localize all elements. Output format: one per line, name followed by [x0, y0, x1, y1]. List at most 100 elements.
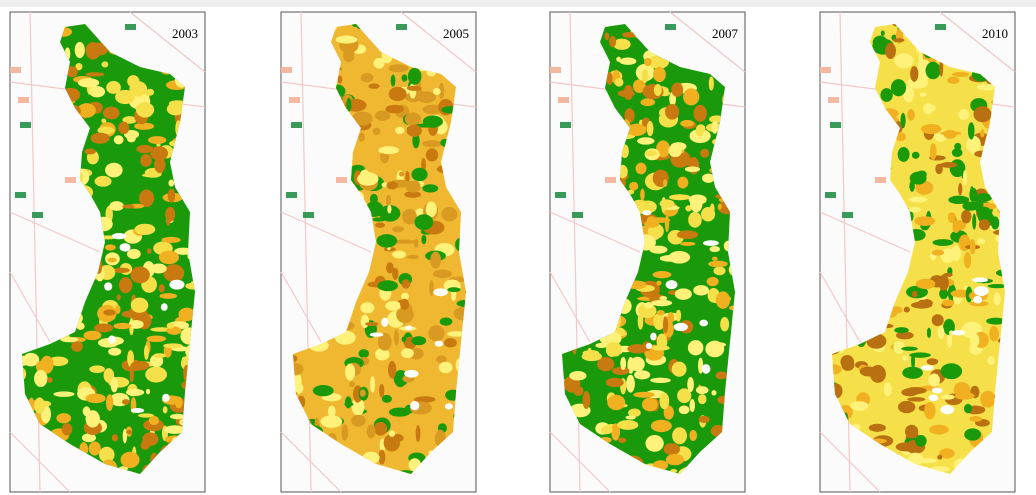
- road-sign: [830, 122, 841, 128]
- land-patch: [374, 110, 391, 121]
- land-patch: [413, 238, 419, 248]
- land-patch: [947, 76, 960, 84]
- land-patch: [614, 78, 624, 87]
- land-patch: [125, 388, 145, 397]
- land-patch: [646, 121, 654, 137]
- water-body: [952, 330, 965, 336]
- land-patch: [910, 65, 919, 82]
- land-patch: [841, 359, 855, 371]
- land-patch: [674, 288, 692, 300]
- land-patch: [903, 306, 910, 313]
- land-patch: [396, 305, 414, 324]
- land-patch: [130, 297, 149, 313]
- road: [9, 211, 101, 253]
- land-patch: [97, 126, 115, 135]
- land-patch: [597, 356, 615, 372]
- land-patch: [708, 260, 728, 268]
- land-patch: [393, 239, 416, 244]
- land-patch: [582, 350, 600, 357]
- land-patch: [401, 279, 411, 289]
- land-patch: [947, 212, 956, 224]
- land-patch: [937, 326, 945, 340]
- land-patch: [931, 314, 944, 327]
- water-body: [920, 365, 934, 371]
- road-sign: [125, 24, 136, 30]
- land-patch: [940, 363, 963, 380]
- map-panel: 2010: [819, 11, 1016, 493]
- road-sign: [289, 97, 300, 103]
- road-sign: [65, 177, 76, 183]
- land-patch: [111, 434, 119, 442]
- land-patch: [990, 216, 1000, 230]
- water-body: [434, 340, 444, 347]
- land-patch: [99, 446, 115, 463]
- land-patch: [105, 394, 114, 412]
- land-patch: [713, 266, 726, 276]
- land-patch: [693, 104, 707, 122]
- land-patch: [140, 154, 152, 167]
- land-patch: [904, 424, 919, 439]
- land-patch: [378, 449, 386, 465]
- land-patch: [429, 279, 434, 296]
- land-patch: [143, 344, 149, 360]
- land-patch: [939, 131, 962, 136]
- land-patch: [907, 109, 915, 121]
- land-patch: [900, 112, 906, 129]
- land-patch: [148, 415, 160, 425]
- land-patch: [443, 338, 457, 348]
- land-patch: [685, 205, 692, 212]
- land-patch: [150, 327, 172, 332]
- land-patch: [697, 394, 707, 405]
- land-patch: [385, 194, 392, 206]
- land-patch: [136, 102, 155, 118]
- land-patch: [130, 266, 150, 284]
- land-patch: [690, 195, 703, 213]
- land-patch: [81, 433, 96, 443]
- water-body: [130, 408, 145, 413]
- land-patch: [351, 111, 373, 126]
- land-patch: [689, 399, 696, 413]
- road-sign: [20, 122, 31, 128]
- land-patch: [398, 171, 405, 177]
- land-patch: [337, 75, 343, 84]
- land-patch: [89, 86, 106, 98]
- land-patch: [94, 175, 112, 187]
- land-patch: [376, 234, 398, 248]
- land-patch: [966, 135, 981, 154]
- land-patch: [940, 248, 955, 263]
- land-patch: [708, 76, 714, 91]
- land-patch: [378, 146, 400, 155]
- water-body: [404, 369, 419, 378]
- land-patch: [438, 82, 445, 100]
- road-sign: [336, 177, 347, 183]
- land-patch: [377, 332, 392, 351]
- road-sign: [291, 122, 302, 128]
- land-patch: [700, 148, 710, 158]
- land-patch: [659, 255, 681, 262]
- land-patch: [146, 335, 167, 343]
- land-patch: [436, 355, 447, 364]
- land-patch: [924, 401, 936, 420]
- land-patch: [893, 341, 905, 354]
- road-sign: [820, 67, 831, 73]
- land-patch: [651, 345, 670, 351]
- land-patch: [351, 398, 365, 416]
- land-patch: [375, 348, 390, 361]
- land-patch: [629, 181, 639, 191]
- land-patch: [148, 136, 167, 145]
- road: [669, 11, 746, 73]
- land-patch: [109, 201, 124, 211]
- road-sign: [935, 24, 946, 30]
- land-patch: [22, 352, 40, 367]
- land-patch: [626, 374, 635, 393]
- road: [400, 11, 477, 73]
- land-patch: [969, 187, 978, 202]
- land-patch: [653, 313, 666, 330]
- land-patch: [640, 188, 645, 201]
- land-patch: [902, 355, 909, 362]
- land-patch: [407, 67, 422, 85]
- land-patch: [623, 85, 634, 101]
- land-patch: [639, 200, 657, 214]
- land-patch: [695, 386, 709, 395]
- land-patch: [118, 121, 130, 135]
